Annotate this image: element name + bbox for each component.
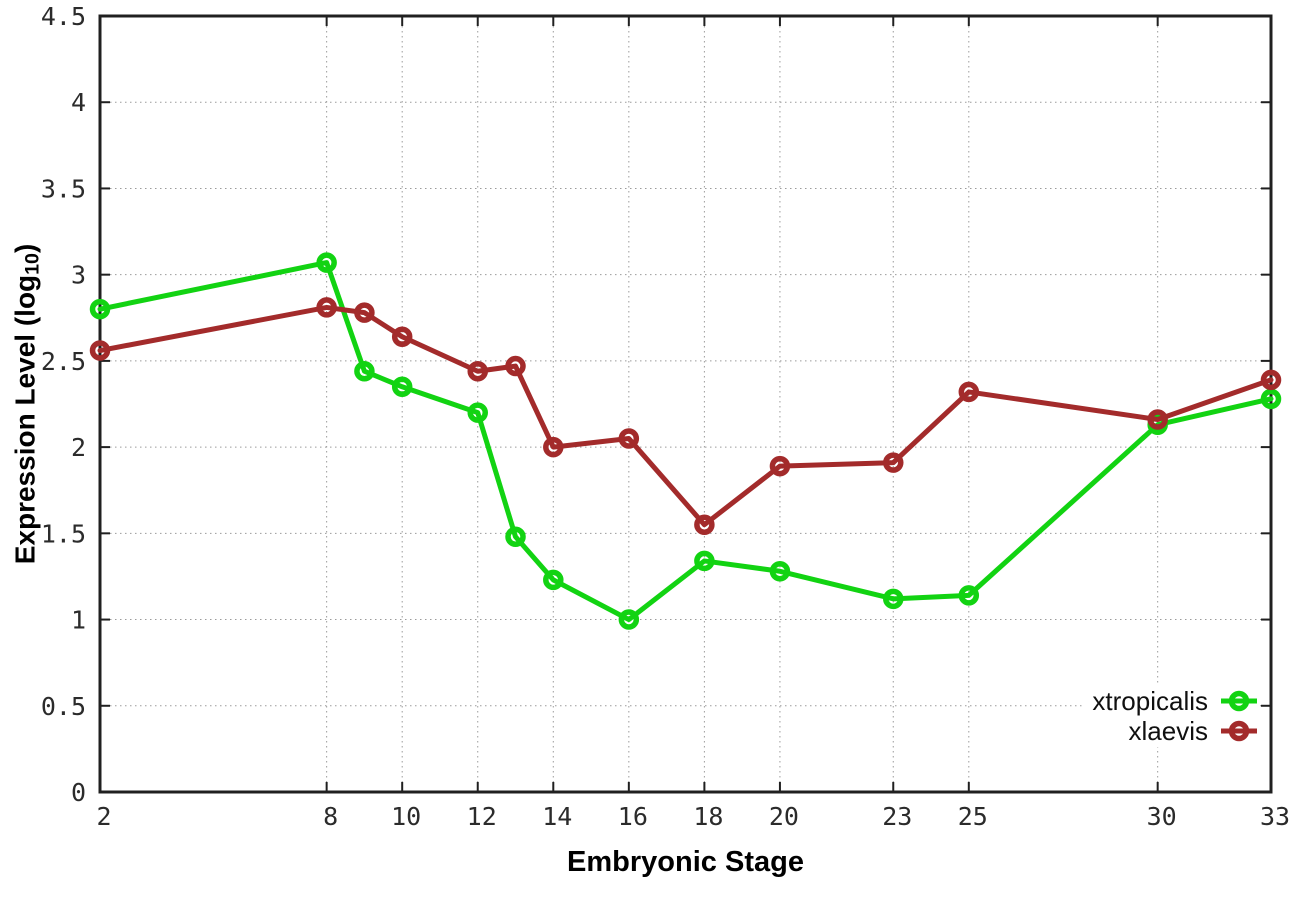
y-tick-label: 4 — [71, 88, 86, 117]
data-point-xtropicalis — [769, 561, 791, 582]
x-tick-label: 23 — [882, 802, 912, 831]
data-point-xlaevis — [769, 455, 791, 477]
y-axis-title-end: ) — [9, 243, 41, 254]
plot-border — [98, 14, 1273, 794]
data-point-xlaevis — [958, 381, 980, 403]
x-axis-title: Embryonic Stage — [567, 846, 804, 878]
y-tick-label: 2 — [71, 433, 86, 462]
data-point-xtropicalis — [391, 376, 413, 398]
x-tick-label: 12 — [467, 802, 497, 831]
data-point-xtropicalis — [618, 609, 640, 630]
x-tick-label: 2 — [96, 802, 111, 831]
y-axis-title-subscript: 10 — [21, 253, 44, 275]
data-point-xtropicalis — [958, 585, 980, 606]
data-point-xtropicalis — [543, 569, 564, 591]
data-point-xlaevis — [1147, 409, 1168, 430]
legend-marker-xtropicalis — [1228, 690, 1250, 712]
y-tick-label: 0 — [71, 778, 86, 807]
x-tick-label: 16 — [618, 802, 648, 831]
x-tick-label: 18 — [693, 802, 723, 831]
data-point-xlaevis — [354, 302, 375, 323]
legend-marker-xlaevis — [1228, 720, 1250, 742]
legend-label-xtropicalis: xtropicalis — [1092, 686, 1208, 716]
y-tick-label: 0.5 — [41, 692, 86, 721]
y-axis-title-main: Expression Level (log — [9, 274, 41, 565]
data-point-xlaevis — [543, 436, 564, 458]
data-point-xtropicalis — [467, 402, 488, 423]
series-line-xlaevis — [97, 304, 1274, 528]
data-point-xlaevis — [505, 355, 526, 377]
data-point-xlaevis — [391, 326, 413, 347]
x-tick-label: 30 — [1147, 802, 1177, 831]
y-axis-title: Expression Level (log10) — [9, 244, 44, 565]
data-point-xtropicalis — [505, 526, 526, 548]
y-tick-label: 4.5 — [41, 2, 86, 31]
legend-label-xlaevis: xlaevis — [1129, 716, 1208, 746]
data-point-xlaevis — [467, 360, 488, 382]
data-point-xtropicalis — [694, 550, 715, 572]
data-point-xlaevis — [618, 428, 640, 449]
x-tick-label: 20 — [769, 802, 799, 831]
data-point-xlaevis — [883, 452, 904, 473]
x-tick-label: 8 — [323, 802, 338, 831]
data-point-xlaevis — [89, 340, 111, 361]
data-point-xtropicalis — [883, 588, 904, 610]
data-point-xlaevis — [694, 514, 715, 535]
data-point-xtropicalis — [1260, 388, 1282, 410]
y-tick-label: 3.5 — [41, 174, 86, 203]
y-tick-label: 1.5 — [41, 519, 86, 548]
y-tick-label: 1 — [71, 606, 86, 635]
data-point-xlaevis — [1260, 369, 1282, 391]
data-point-xtropicalis — [89, 298, 111, 320]
x-tick-label: 25 — [958, 802, 988, 831]
data-point-xtropicalis — [354, 360, 375, 382]
x-tick-label: 14 — [542, 802, 572, 831]
y-tick-label: 3 — [71, 261, 86, 290]
data-point-xlaevis — [316, 297, 337, 318]
legend-background — [1082, 683, 1258, 747]
data-point-xtropicalis — [316, 252, 337, 273]
y-tick-label: 2.5 — [41, 347, 86, 376]
x-tick-label: 33 — [1260, 802, 1290, 831]
x-tick-label: 10 — [391, 802, 421, 831]
